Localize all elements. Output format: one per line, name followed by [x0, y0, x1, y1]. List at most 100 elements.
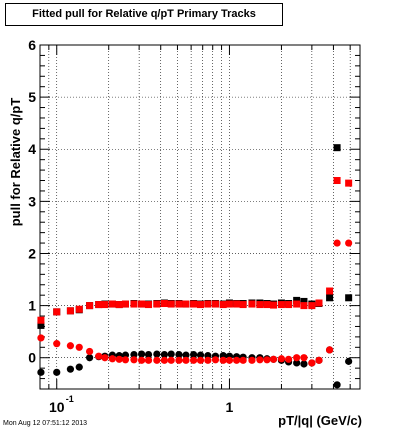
x-tick-exponent: -1	[66, 394, 74, 404]
data-point-square	[108, 300, 116, 308]
data-point-square	[300, 302, 308, 310]
data-point-circle	[121, 356, 130, 364]
axis-ticks	[39, 44, 360, 390]
data-point-square	[293, 300, 301, 308]
plot-frame-rect	[39, 44, 361, 390]
data-point-square	[167, 300, 175, 308]
y-tick-label: 1	[28, 298, 36, 314]
data-point-square	[333, 177, 341, 185]
y-tick-labels: 0 1 2 3 4 5 6	[28, 37, 36, 366]
data-point-square	[326, 287, 334, 295]
data-point-square	[121, 300, 129, 308]
data-point-circle	[37, 334, 45, 342]
data-point-circle	[293, 354, 301, 362]
data-point-circle	[333, 239, 341, 247]
data-point-square	[75, 305, 83, 313]
y-tick-label: 6	[28, 37, 36, 53]
data-point-circle	[53, 340, 61, 348]
data-point-square	[160, 300, 168, 308]
data-point-circle	[138, 350, 146, 358]
data-point-circle	[269, 355, 278, 363]
data-point-circle	[263, 356, 271, 364]
x-tick-label: 10	[49, 399, 65, 415]
data-point-square	[37, 321, 45, 329]
data-point-square	[53, 308, 61, 316]
data-point-circle	[284, 355, 293, 363]
data-point-circle	[239, 356, 247, 364]
data-point-square	[300, 297, 308, 305]
data-point-square	[315, 299, 323, 307]
data-point-circle	[138, 356, 146, 364]
data-point-square	[66, 307, 74, 315]
data-point-circle	[130, 351, 138, 359]
data-point-circle	[325, 346, 334, 354]
data-point-circle	[86, 347, 94, 356]
data-point-square	[285, 301, 293, 309]
data-point-square	[115, 301, 123, 309]
data-point-square	[101, 301, 109, 309]
data-point-square	[233, 300, 241, 308]
data-point-circle	[182, 356, 190, 364]
data-point-square	[277, 301, 285, 309]
data-point-square	[175, 300, 183, 308]
data-point-circle	[144, 356, 153, 364]
data-point-circle	[232, 356, 241, 364]
data-point-circle	[333, 381, 341, 389]
data-point-square	[326, 294, 334, 302]
data-point-square	[333, 144, 341, 152]
data-point-square	[138, 300, 146, 308]
data-point-circle	[167, 356, 175, 364]
data-point-circle	[115, 355, 123, 363]
data-point-circle	[211, 356, 220, 364]
data-point-circle	[300, 360, 308, 368]
data-point-circle	[101, 354, 109, 362]
data-point-circle	[256, 356, 264, 364]
data-point-circle	[75, 343, 83, 351]
y-tick-label: 3	[28, 193, 36, 209]
data-point-square	[211, 300, 219, 308]
data-point-square	[219, 301, 227, 309]
data-point-circle	[315, 356, 323, 364]
data-point-square	[37, 316, 45, 324]
data-point-square	[239, 301, 247, 309]
data-point-circle	[182, 351, 190, 359]
data-point-circle	[345, 239, 353, 247]
data-point-square	[182, 300, 190, 308]
chart-title: Fitted pull for Relative q/pT Primary Tr…	[32, 8, 256, 20]
data-point-circle	[277, 355, 286, 363]
data-point-circle	[160, 351, 168, 359]
data-point-square	[204, 300, 212, 308]
data-point-circle	[196, 356, 205, 364]
data-point-square	[153, 300, 161, 308]
x-tick-labels: 10 -1 1	[49, 394, 234, 415]
y-axis-title: pull for Relative q/pT	[8, 97, 23, 227]
data-point-square	[197, 301, 205, 309]
data-points	[37, 144, 353, 389]
data-point-circle	[225, 356, 234, 364]
x-axis-title: pT/|q| (GeV/c)	[278, 413, 362, 428]
data-point-circle	[160, 356, 168, 364]
data-point-square	[256, 301, 264, 309]
data-point-square	[225, 300, 233, 308]
data-point-circle	[196, 351, 205, 359]
data-point-circle	[153, 350, 161, 358]
data-point-square	[95, 301, 103, 309]
y-tick-label: 4	[28, 141, 36, 157]
data-point-circle	[95, 352, 103, 360]
data-point-circle	[130, 356, 138, 364]
timestamp: Mon Aug 12 07:51:12 2013	[3, 420, 88, 427]
data-point-circle	[53, 368, 61, 376]
y-tick-label: 5	[28, 89, 36, 105]
data-point-square	[86, 302, 94, 310]
x-tick-label: 1	[226, 399, 234, 415]
data-point-square	[145, 301, 153, 309]
data-point-square	[293, 296, 301, 304]
data-point-circle	[108, 355, 116, 363]
data-point-circle	[345, 357, 353, 365]
chart-title-box: Fitted pull for Relative q/pT Primary Tr…	[5, 3, 283, 26]
data-point-circle	[300, 354, 308, 362]
y-tick-label: 0	[28, 350, 36, 366]
data-point-circle	[189, 351, 198, 359]
data-point-circle	[75, 363, 83, 371]
data-point-square	[345, 179, 353, 187]
